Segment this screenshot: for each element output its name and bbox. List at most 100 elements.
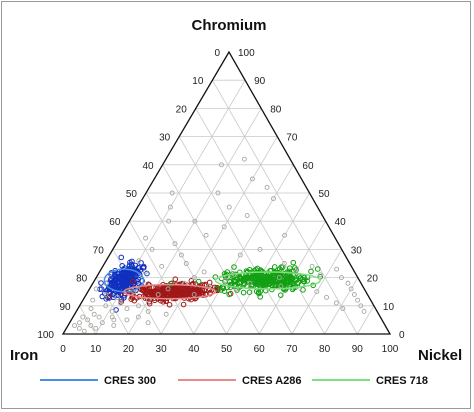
background-point [249, 176, 255, 182]
tick-label-bottom: 20 [123, 344, 135, 355]
background-point [118, 300, 123, 306]
background-point [191, 292, 197, 297]
background-point [257, 246, 263, 252]
background-point [91, 311, 97, 317]
data-point-series-0 [123, 282, 129, 289]
data-point-series-1 [172, 294, 178, 301]
tick-label-right: 100 [238, 48, 255, 59]
background-point [333, 300, 339, 306]
ellipse-layer [103, 268, 321, 300]
background-point [172, 241, 178, 247]
legend-label-cres-a286: CRES A286 [242, 375, 302, 387]
background-point [96, 314, 102, 320]
data-point-series-2 [249, 273, 255, 280]
data-point-series-0 [129, 258, 135, 265]
background-point [72, 323, 77, 328]
data-point-series-1 [166, 301, 173, 308]
background-point [90, 297, 96, 303]
background-point [203, 232, 209, 238]
data-point-series-0 [118, 254, 125, 261]
background-point [159, 263, 165, 269]
background-point [85, 317, 91, 323]
background-point [358, 303, 364, 309]
tick-label-bottom: 60 [254, 344, 266, 355]
data-point-series-1 [148, 290, 154, 296]
data-point-series-2 [240, 289, 247, 296]
tick-label-bottom: 70 [286, 344, 298, 355]
background-point [345, 280, 351, 286]
tick-label-right: 20 [367, 274, 379, 285]
background-point [109, 314, 115, 320]
background-point [165, 286, 171, 292]
data-point-series-1 [150, 289, 157, 295]
background-point [271, 196, 276, 202]
background-point [99, 320, 105, 326]
data-point-series-2 [292, 277, 299, 283]
background-point [111, 323, 117, 328]
data-point-series-0 [115, 274, 121, 281]
data-point-series-0 [126, 262, 133, 268]
tick-label-bottom: 0 [60, 344, 66, 355]
legend-label-cres-300: CRES 300 [104, 375, 156, 387]
background-point [264, 184, 270, 190]
data-point-series-2 [213, 285, 220, 292]
background-point [166, 218, 172, 224]
vertex-label-left: Iron [10, 347, 38, 364]
tick-label-left: 60 [109, 217, 121, 228]
data-point-series-2 [279, 280, 285, 286]
data-point-series-1 [139, 286, 146, 293]
tick-label-left: 70 [93, 245, 105, 256]
data-point-series-2 [268, 276, 274, 282]
background-point [169, 190, 175, 196]
tick-label-left: 10 [192, 76, 204, 87]
triangle-border [61, 50, 392, 335]
background-point [276, 275, 282, 281]
data-point-series-1 [191, 286, 197, 293]
background-point [145, 320, 151, 326]
data-point-series-2 [281, 270, 288, 277]
background-point [348, 286, 354, 292]
data-point-series-1 [161, 291, 168, 298]
confidence-ellipse-series-1 [123, 283, 217, 300]
background-point [221, 224, 227, 230]
data-point-series-1 [180, 292, 186, 298]
data-point-series-2 [226, 291, 233, 298]
data-point-series-2 [246, 289, 253, 296]
tick-label-bottom: 90 [352, 344, 364, 355]
data-point-series-0 [124, 273, 130, 280]
data-point-series-0 [127, 278, 133, 284]
grid-line-nickel-70 [291, 249, 343, 335]
grid-layer [79, 79, 375, 335]
background-point [114, 294, 120, 300]
points-layer [72, 156, 367, 334]
background-point [314, 289, 320, 295]
data-point-series-0 [120, 279, 126, 285]
data-point-series-1 [172, 288, 178, 294]
data-point-series-2 [308, 268, 314, 275]
grid-line-iron-50 [145, 192, 227, 335]
data-point-series-2 [257, 284, 264, 291]
vertex-label-top: Chromium [192, 17, 267, 34]
legend-label-cres-718: CRES 718 [376, 375, 428, 387]
grid-line-nickel-30 [160, 136, 278, 335]
data-point-series-1 [160, 298, 167, 305]
vertex-label-right: Nickel [418, 347, 462, 364]
data-point-series-2 [304, 278, 310, 284]
background-point [355, 297, 361, 303]
grid-line-nickel-50 [226, 192, 310, 335]
tick-label-bottom: 30 [156, 344, 168, 355]
data-point-series-2 [257, 275, 263, 282]
background-point [226, 204, 232, 210]
tick-label-right: 50 [319, 189, 331, 200]
data-point-series-2 [290, 259, 297, 266]
data-point-series-1 [172, 276, 179, 282]
background-point [247, 280, 253, 286]
data-point-series-2 [286, 275, 292, 281]
background-point [88, 306, 94, 312]
tick-label-right: 10 [383, 302, 395, 313]
data-point-series-2 [231, 264, 237, 270]
background-point [317, 272, 323, 278]
background-point [124, 306, 130, 312]
